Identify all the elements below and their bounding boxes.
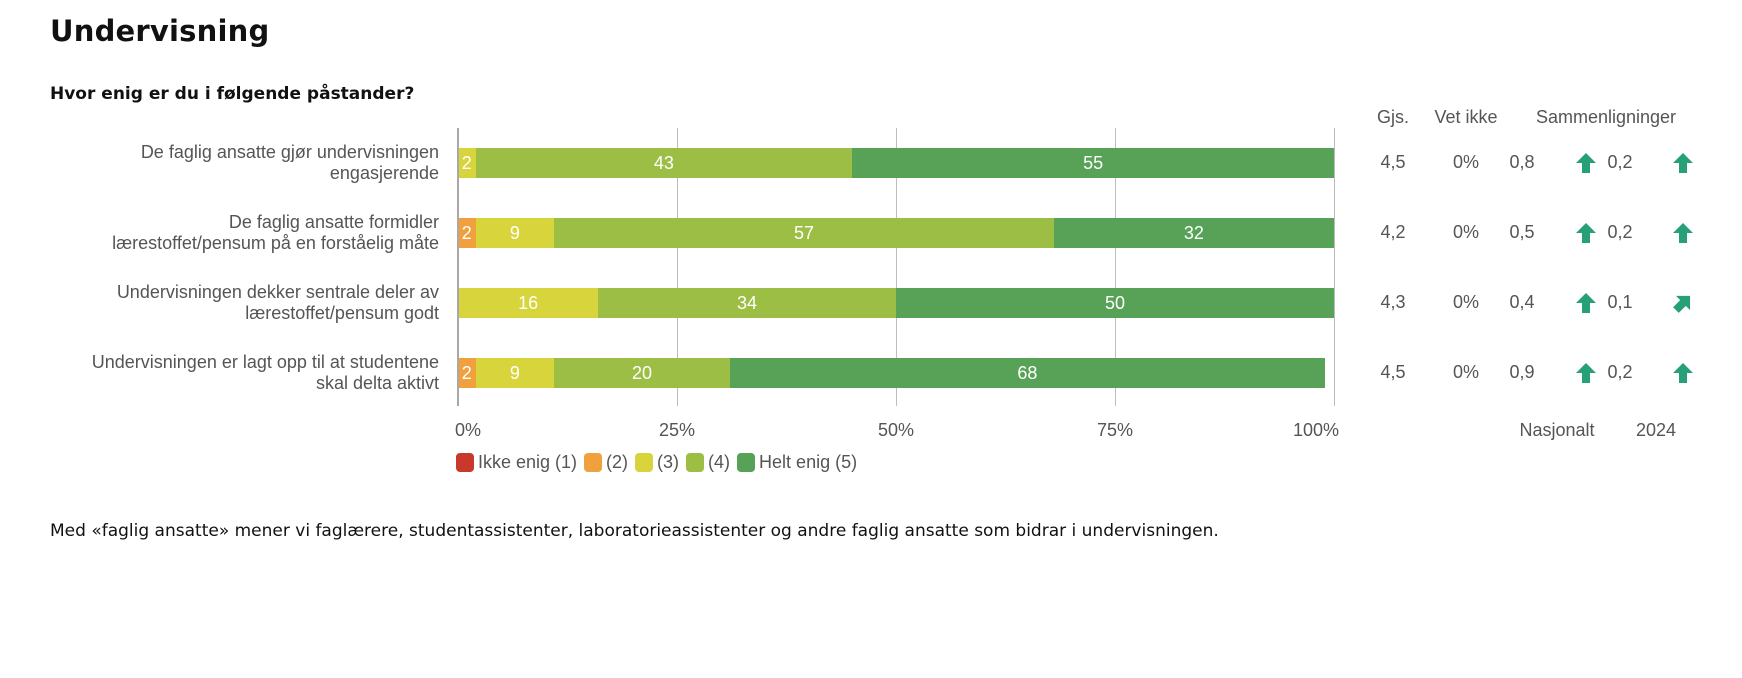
arrow-up-icon bbox=[1576, 153, 1596, 173]
mean-value: 4,3 bbox=[1380, 292, 1406, 312]
footer-label-year: 2024 bbox=[1635, 420, 1677, 440]
row-label: Undervisningen dekker sentrale deler av l… bbox=[19, 282, 439, 324]
gridline bbox=[677, 128, 678, 406]
x-tick-label: 0% bbox=[454, 420, 482, 440]
legend-item: (4) bbox=[686, 452, 730, 473]
gridline bbox=[896, 128, 897, 406]
year-diff-value: 0,2 bbox=[1607, 152, 1633, 172]
gridline bbox=[1334, 128, 1335, 406]
legend-swatch bbox=[686, 453, 705, 472]
x-tick-label: 25% bbox=[658, 420, 696, 440]
arrow-up-icon bbox=[1576, 223, 1596, 243]
bar-segment: 55 bbox=[852, 148, 1334, 178]
x-axis-line bbox=[457, 128, 459, 406]
bar-segment: 50 bbox=[896, 288, 1334, 318]
bar-segment: 2 bbox=[458, 218, 476, 248]
chart-legend: Ikke enig (1) (2) (3) (4) Helt enig (5) bbox=[456, 452, 864, 473]
dont-know-value: 0% bbox=[1452, 292, 1480, 312]
row-label: De faglig ansatte formidler lærestoffet/p… bbox=[19, 212, 439, 254]
bar-segment: 16 bbox=[458, 288, 599, 318]
footnote: Med «faglig ansatte» mener vi faglærere,… bbox=[50, 521, 1219, 541]
bar-data-label: 2 bbox=[461, 152, 472, 173]
bar-segment: 2 bbox=[458, 148, 476, 178]
legend-swatch bbox=[635, 453, 654, 472]
legend-item: (3) bbox=[635, 452, 679, 473]
bar-segment: 43 bbox=[475, 148, 853, 178]
question-heading: Hvor enig er du i følgende påstander? bbox=[50, 84, 415, 104]
bar-segment: 68 bbox=[729, 358, 1326, 388]
mean-value: 4,2 bbox=[1380, 222, 1406, 242]
bar-segment: 34 bbox=[598, 288, 896, 318]
mean-value: 4,5 bbox=[1380, 152, 1406, 172]
bar-data-label: 2 bbox=[461, 362, 472, 383]
year-diff-value: 0,1 bbox=[1607, 292, 1633, 312]
bar-segment: 57 bbox=[554, 218, 1054, 248]
row-label-line: De faglig ansatte gjør undervisningen bbox=[140, 142, 439, 162]
year-diff-value: 0,2 bbox=[1607, 222, 1633, 242]
x-tick-label: 75% bbox=[1096, 420, 1134, 440]
dont-know-value: 0% bbox=[1452, 222, 1480, 242]
legend-item: Helt enig (5) bbox=[737, 452, 857, 473]
arrow-up-icon bbox=[1673, 153, 1693, 173]
row-label: De faglig ansatte gjør undervisningen eng… bbox=[19, 142, 439, 184]
arrow-up-icon bbox=[1576, 293, 1596, 313]
dont-know-value: 0% bbox=[1452, 362, 1480, 382]
bar-data-label: 9 bbox=[509, 222, 520, 243]
bar-data-label: 9 bbox=[509, 362, 520, 383]
row-label-line: De faglig ansatte formidler bbox=[228, 212, 439, 232]
bar-segment: 9 bbox=[475, 358, 555, 388]
legend-label: Ikke enig (1) bbox=[478, 452, 578, 472]
arrow-up-icon bbox=[1673, 223, 1693, 243]
page-title: Undervisning bbox=[50, 14, 270, 48]
row-label-line: lærestoffet/pensum godt bbox=[245, 303, 439, 323]
arrow-up-icon bbox=[1673, 363, 1693, 383]
bar-segment: 20 bbox=[554, 358, 730, 388]
arrow-up-right-icon bbox=[1673, 295, 1691, 313]
bar-segment: 9 bbox=[475, 218, 555, 248]
legend-label: Helt enig (5) bbox=[759, 452, 858, 472]
legend-swatch bbox=[584, 453, 603, 472]
column-header-comparisons: Sammenligninger bbox=[1535, 107, 1677, 127]
x-tick-label: 50% bbox=[877, 420, 915, 440]
bar-data-label: 68 bbox=[1017, 362, 1038, 383]
national-diff-value: 0,9 bbox=[1509, 362, 1535, 382]
dont-know-value: 0% bbox=[1452, 152, 1480, 172]
bar-data-label: 2 bbox=[461, 222, 472, 243]
footer-label-national: Nasjonalt bbox=[1519, 420, 1595, 440]
mean-value: 4,5 bbox=[1380, 362, 1406, 382]
national-diff-value: 0,8 bbox=[1509, 152, 1535, 172]
row-label-line: Undervisningen er lagt opp til at studen… bbox=[91, 352, 439, 372]
bar-data-label: 55 bbox=[1083, 152, 1104, 173]
bar-data-label: 20 bbox=[631, 362, 652, 383]
column-header-dont-know: Vet ikke bbox=[1434, 107, 1498, 127]
legend-swatch bbox=[456, 453, 474, 472]
row-label: Undervisningen er lagt opp til at studen… bbox=[19, 352, 439, 394]
legend-swatch bbox=[737, 453, 756, 472]
arrow-up-icon bbox=[1576, 363, 1596, 383]
x-tick-label: 100% bbox=[1292, 420, 1340, 440]
legend-item: (2) bbox=[584, 452, 628, 473]
bar-data-label: 16 bbox=[518, 292, 539, 313]
year-diff-value: 0,2 bbox=[1607, 362, 1633, 382]
bar-data-label: 32 bbox=[1183, 222, 1204, 243]
legend-item: Ikke enig (1) bbox=[456, 452, 577, 473]
bar-data-label: 50 bbox=[1104, 292, 1126, 313]
column-header-mean: Gjs. bbox=[1376, 107, 1410, 127]
bar-segment: 32 bbox=[1053, 218, 1334, 248]
bar-data-label: 43 bbox=[653, 152, 674, 173]
gridline bbox=[1115, 128, 1116, 406]
legend-label: (4) bbox=[708, 452, 731, 472]
row-label-line: skal delta aktivt bbox=[315, 373, 439, 393]
row-label-line: Undervisningen dekker sentrale deler av bbox=[116, 282, 439, 302]
national-diff-value: 0,4 bbox=[1509, 292, 1535, 312]
bar-data-label: 34 bbox=[737, 292, 758, 313]
legend-label: (2) bbox=[606, 452, 629, 472]
row-label-line: lærestoffet/pensum på en forståelig måte bbox=[112, 233, 439, 253]
row-label-line: engasjerende bbox=[329, 163, 439, 183]
bar-data-label: 57 bbox=[794, 222, 815, 243]
national-diff-value: 0,5 bbox=[1509, 222, 1535, 242]
bar-segment: 2 bbox=[458, 358, 476, 388]
legend-label: (3) bbox=[657, 452, 680, 472]
